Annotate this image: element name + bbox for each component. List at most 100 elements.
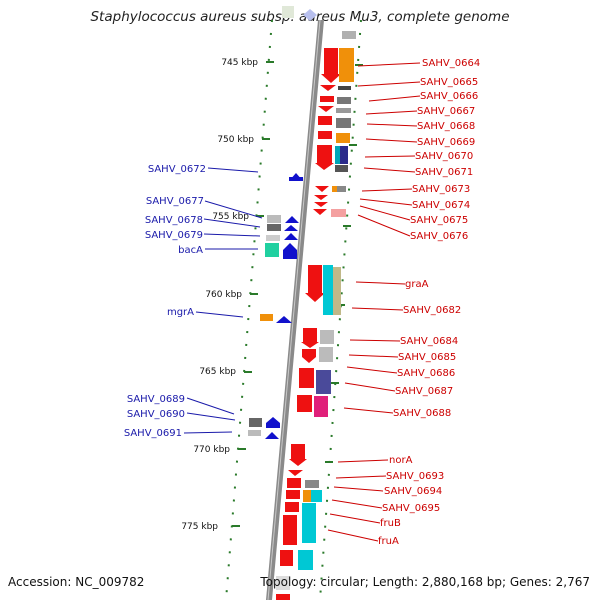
gene-label[interactable]: SAHV_0667 — [417, 106, 475, 117]
gene-arrow[interactable] — [318, 131, 332, 139]
gene-arrow[interactable] — [283, 250, 297, 259]
gene-arrow-head[interactable] — [266, 417, 280, 423]
gene-label[interactable]: SAHV_0674 — [412, 200, 470, 211]
gene-block — [337, 186, 346, 192]
gene-arrow-head[interactable] — [283, 243, 297, 250]
gene-block — [323, 265, 333, 315]
gene-block — [298, 550, 313, 570]
scale-label: 745 kbp — [221, 58, 258, 68]
gene-label[interactable]: norA — [389, 455, 413, 466]
gene-arrow[interactable] — [324, 48, 338, 74]
forward-leaders — [327, 62, 421, 542]
gene-label[interactable]: SAHV_0671 — [415, 167, 473, 178]
gene-label[interactable]: SAHV_0675 — [410, 215, 468, 226]
gene-arrow[interactable] — [317, 145, 332, 163]
gene-arrow[interactable] — [286, 490, 300, 499]
gene-arrow[interactable] — [303, 328, 317, 342]
gene-label[interactable]: mgrA — [167, 307, 194, 318]
gene-block — [311, 490, 322, 502]
gene-arrow-head — [289, 459, 307, 466]
gene-block — [336, 133, 350, 143]
gene-block — [342, 31, 356, 39]
gene-label[interactable]: SAHV_0668 — [417, 121, 475, 132]
gene-label[interactable]: SAHV_0678 — [145, 215, 203, 226]
gene-label[interactable]: SAHV_0666 — [420, 91, 478, 102]
gene-block — [303, 490, 311, 502]
gene-block — [320, 330, 334, 344]
gene-arrow[interactable] — [308, 265, 322, 293]
gene-label[interactable]: bacA — [178, 245, 203, 256]
scroll-marker-icon[interactable] — [303, 9, 317, 21]
gene-block — [302, 503, 316, 543]
gene-label[interactable]: SAHV_0672 — [148, 164, 206, 175]
gene-label[interactable]: SAHV_0690 — [127, 409, 185, 420]
gene-label[interactable]: SAHV_0670 — [415, 151, 473, 162]
scale-label: 770 kbp — [193, 445, 230, 455]
gene-label[interactable]: SAHV_0695 — [382, 503, 440, 514]
gene-block — [266, 235, 280, 241]
gene-arrow-head[interactable] — [315, 186, 329, 192]
gene-block — [267, 224, 281, 231]
gene-label[interactable]: SAHV_0682 — [403, 305, 461, 316]
gene-arrow-head[interactable] — [288, 470, 303, 476]
forward-labels: SAHV_0664 SAHV_0665 SAHV_0666 SAHV_0667 … — [378, 58, 480, 547]
gene-arrow-head — [301, 342, 319, 348]
gene-label[interactable]: SAHV_0688 — [393, 408, 451, 419]
gene-block — [338, 86, 351, 90]
gene-block — [340, 146, 348, 164]
gene-label[interactable]: SAHV_0685 — [398, 352, 456, 363]
forward-strand-genes — [276, 31, 356, 600]
gene-label[interactable]: fruB — [380, 518, 401, 529]
gene-arrow[interactable] — [280, 550, 293, 566]
scale-label: 760 kbp — [205, 290, 242, 300]
scale-label: 775 kbp — [181, 522, 218, 532]
gene-label[interactable]: SAHV_0686 — [397, 368, 455, 379]
reverse-leaders — [183, 167, 263, 434]
map-title: Staphylococcus aureus subsp. aureus Mu3,… — [90, 9, 510, 25]
gene-block — [339, 48, 354, 82]
gene-label[interactable]: SAHV_0694 — [384, 486, 442, 497]
gene-arrow[interactable] — [283, 515, 297, 545]
gene-arrow[interactable] — [276, 594, 290, 600]
gene-arrow[interactable] — [297, 395, 312, 412]
gene-label[interactable]: SAHV_0669 — [417, 137, 475, 148]
gene-arrow-head[interactable] — [302, 357, 316, 363]
gene-arrow-head[interactable] — [314, 195, 328, 200]
gene-label[interactable]: SAHV_0664 — [422, 58, 480, 69]
gene-label[interactable]: SAHV_0691 — [124, 428, 182, 439]
gene-block — [336, 108, 351, 113]
gene-label[interactable]: SAHV_0684 — [400, 336, 458, 347]
gene-arrow[interactable] — [287, 478, 301, 488]
gene-label[interactable]: SAHV_0676 — [410, 231, 468, 242]
gene-arrow-head[interactable] — [314, 202, 328, 207]
gene-arrow-head[interactable] — [265, 432, 279, 439]
gene-arrow-head — [321, 74, 341, 83]
gene-arrow[interactable] — [291, 444, 305, 459]
gene-arrow-head[interactable] — [285, 216, 299, 223]
gene-label[interactable]: SAHV_0689 — [127, 394, 185, 405]
gene-arrow-head[interactable] — [284, 233, 298, 240]
gene-label[interactable]: SAHV_0677 — [146, 196, 204, 207]
gene-label[interactable]: SAHV_0665 — [420, 77, 478, 88]
gene-label[interactable]: graA — [405, 279, 429, 290]
gene-block — [305, 480, 319, 488]
topology-text: Topology: circular; Length: 2,880,168 bp… — [260, 575, 590, 589]
gene-arrow-head[interactable] — [320, 85, 336, 91]
gene-label[interactable]: SAHV_0687 — [395, 386, 453, 397]
gene-arrow[interactable] — [318, 116, 332, 125]
gene-label[interactable]: fruA — [378, 536, 399, 547]
gene-arrow-head[interactable] — [276, 316, 292, 323]
gene-arrow-head[interactable] — [313, 209, 327, 215]
gene-label[interactable]: SAHV_0693 — [386, 471, 444, 482]
gene-label[interactable]: SAHV_0679 — [145, 230, 203, 241]
gene-block — [248, 430, 261, 436]
gene-arrow[interactable] — [299, 368, 314, 388]
gene-arrow-head[interactable] — [318, 106, 334, 112]
gene-block — [314, 396, 328, 417]
gene-arrow[interactable] — [302, 349, 316, 357]
gene-arrow[interactable] — [285, 502, 299, 512]
gene-arrow[interactable] — [320, 96, 334, 102]
gene-block — [249, 418, 262, 427]
gene-arrow-head[interactable] — [284, 225, 298, 231]
gene-label[interactable]: SAHV_0673 — [412, 184, 470, 195]
